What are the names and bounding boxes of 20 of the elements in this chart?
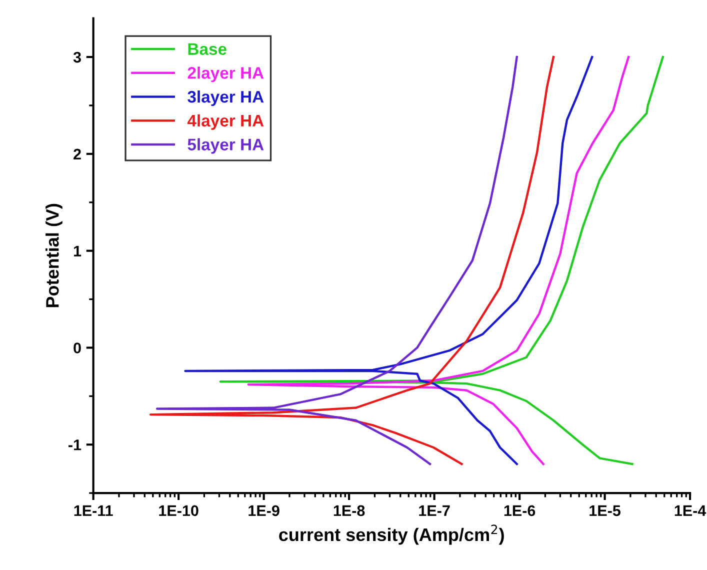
y-axis-title: Potential (V) <box>46 204 62 308</box>
y-tick-label: 2 <box>74 148 81 160</box>
x-axis-title: current sensity (Amp/cm$^{2}$) <box>279 524 504 545</box>
y-tick-label: 1 <box>74 246 82 256</box>
x-tick-label: 1E-11 <box>74 505 113 516</box>
x-tick-label: 1E-4 <box>674 505 706 516</box>
legend-label: 3layer HA <box>188 90 264 106</box>
x-tick-label: 1E-9 <box>248 505 280 516</box>
legend-label: 2layer HA <box>188 66 264 82</box>
y-tick-label: 3 <box>73 52 81 63</box>
legend-label: 4layer HA <box>187 114 264 130</box>
legend-label: Base <box>188 43 226 55</box>
x-tick-label: 1E-6 <box>504 505 536 516</box>
x-tick-label: 1E-7 <box>419 505 450 516</box>
x-tick-label: 1E-5 <box>590 505 620 516</box>
y-tick-label: 0 <box>74 342 81 354</box>
x-tick-label: 1E-10 <box>159 505 198 516</box>
x-tick-label: 1E-8 <box>334 505 365 516</box>
legend-label: 5layer HA <box>188 138 264 154</box>
y-tick-label: -1 <box>68 440 82 450</box>
